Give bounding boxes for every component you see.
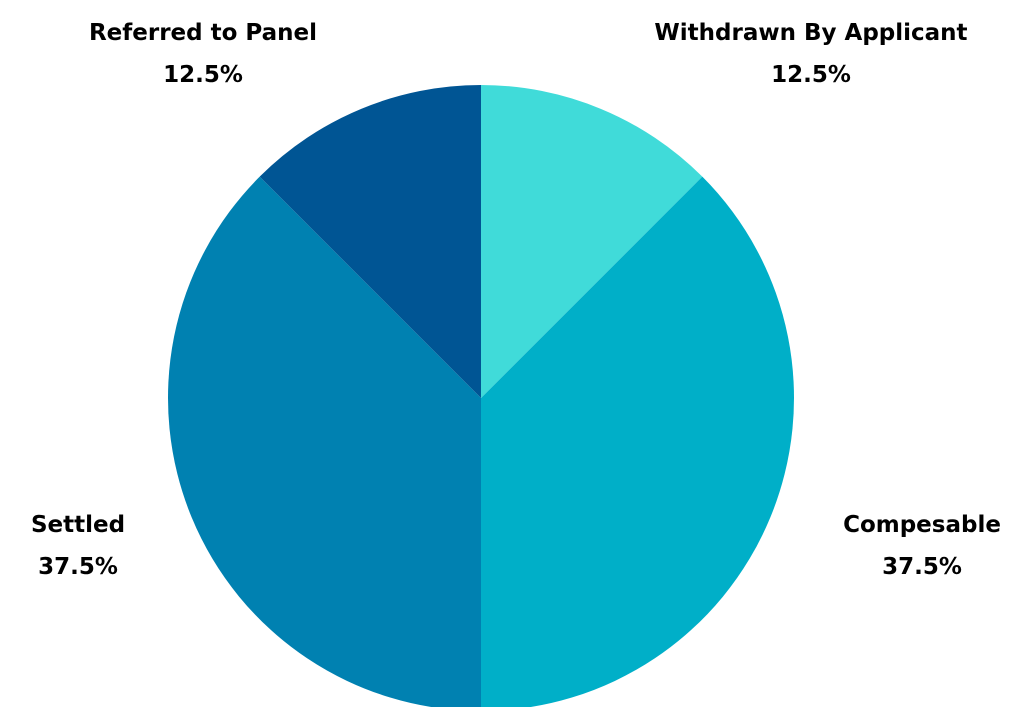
slice-value-withdrawn-by-applicant: 12.5% bbox=[771, 62, 851, 88]
slice-value-settled: 37.5% bbox=[38, 554, 118, 580]
slice-label-referred-to-panel: Referred to Panel bbox=[89, 20, 317, 46]
slice-label-settled: Settled bbox=[31, 512, 125, 538]
pie-slices bbox=[168, 85, 794, 707]
pie-slice-compesable bbox=[481, 176, 794, 707]
pie-slice-referred-to-panel bbox=[259, 85, 481, 398]
pie-slice-settled bbox=[168, 176, 481, 707]
slice-value-compesable: 37.5% bbox=[882, 554, 962, 580]
pie-slice-withdrawn-by-applicant bbox=[481, 85, 703, 398]
slice-label-compesable: Compesable bbox=[843, 512, 1001, 538]
slice-value-referred-to-panel: 12.5% bbox=[163, 62, 243, 88]
slice-label-withdrawn-by-applicant: Withdrawn By Applicant bbox=[654, 20, 967, 46]
